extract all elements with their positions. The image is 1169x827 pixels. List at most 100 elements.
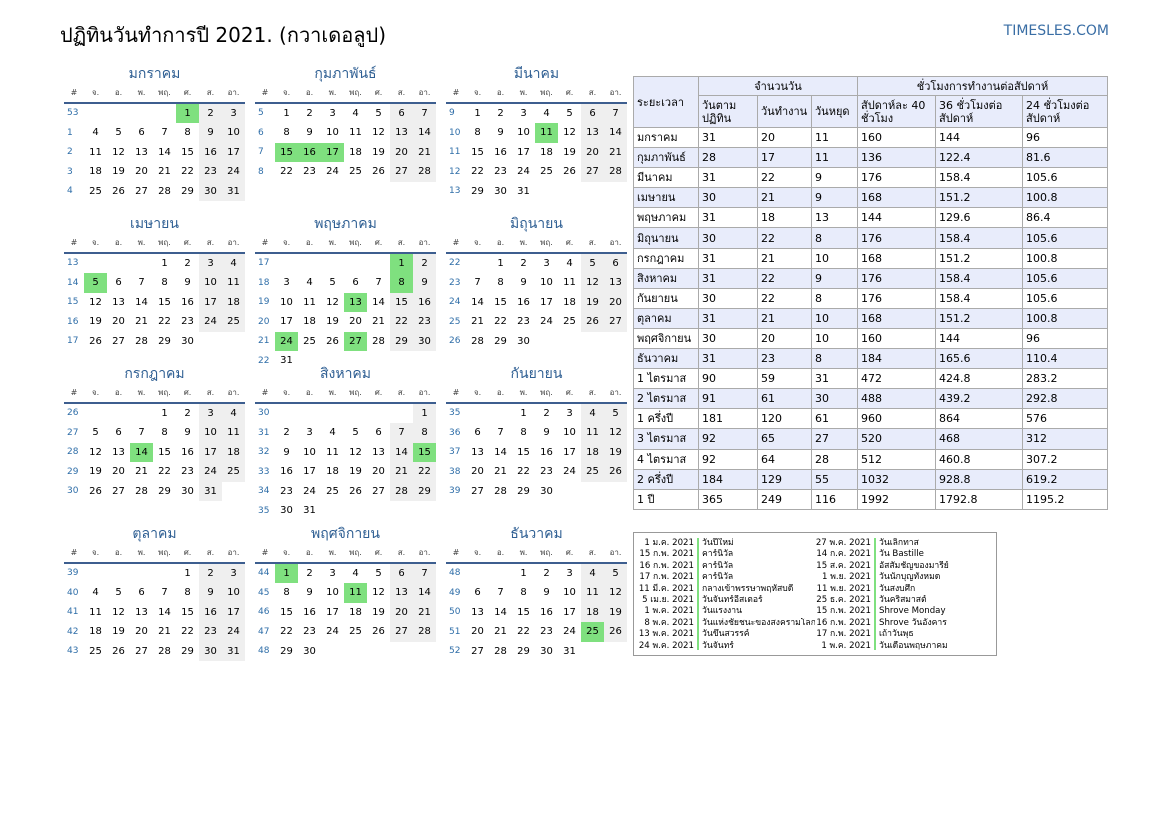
day-cell: 10 [563, 587, 576, 599]
day-cell: 28 [135, 485, 148, 497]
day-cell: 18 [581, 602, 604, 622]
day-cell: 12 [372, 127, 385, 139]
day-cell: 30 [494, 185, 507, 197]
weekday-header: พฤ. [535, 84, 558, 104]
day-cell: 25 [326, 485, 339, 497]
summary-row: พฤษภาคม 31 18 13 144 129.6 86.4 [633, 207, 1108, 229]
value-cell: 283.2 [1022, 368, 1108, 390]
value-cell: 28 [811, 448, 858, 470]
weekday-header: ส. [199, 234, 222, 254]
day-cell: 26 [604, 462, 627, 482]
day-cell: 17 [222, 602, 245, 622]
value-cell: 90 [698, 368, 758, 390]
day-cell: 4 [581, 403, 604, 423]
day-cell [130, 254, 153, 274]
value-cell: 31 [698, 348, 758, 370]
day-cell: 7 [497, 427, 504, 439]
weekday-header: อ. [298, 234, 321, 254]
holiday-name: วันแห่งชัยชนะของสงครามโลกครั้งที่สอง [702, 617, 815, 628]
summary-row: 1 ไตรมาส 90 59 31 472 424.8 283.2 [633, 368, 1108, 390]
day-cell: 6 [352, 277, 359, 289]
value-cell: 96 [1022, 327, 1108, 350]
period-cell: 1 ไตรมาส [633, 368, 699, 390]
weekday-header: # [255, 544, 275, 564]
week-number: 51 [449, 626, 461, 637]
day-cell: 29 [390, 331, 413, 351]
holiday-day-cell: 8 [390, 273, 413, 293]
day-cell: 29 [413, 481, 436, 501]
day-cell: 4 [352, 567, 359, 579]
weekday-header: พ. [321, 544, 344, 564]
holiday-item: 15 ก.พ. 2021 Shrove Monday [815, 606, 992, 618]
month-grid: # จ. อ. พ. พฤ. ศ. ส. อา. 53 1 2 3 1 4 5 6 7 8 9 10 2 11 12 13 14… [64, 84, 245, 201]
day-cell: 27 [112, 335, 125, 347]
day-cell: 26 [581, 312, 604, 332]
holiday-date: 1 พ.ย. 2021 [815, 572, 876, 584]
day-cell: 27 [390, 162, 413, 182]
value-cell: 30 [698, 227, 758, 249]
day-cell: 4 [306, 277, 313, 289]
day-cell: 3 [566, 407, 573, 419]
day-cell: 19 [604, 442, 627, 462]
day-cell: 24 [326, 166, 339, 178]
day-cell [604, 482, 627, 502]
week-number: 22 [258, 355, 270, 366]
months-grid: มกราคม # จ. อ. พ. พฤ. ศ. ส. อา. 53 1 2 3 1 4 5 6 7 8 9 10 2 11… [64, 64, 628, 664]
month-grid: # จ. อ. พ. พฤ. ศ. ส. อา. 26 1 2 3 4 27 5 6 7 8 9 10 11 28 12 13… [64, 384, 245, 501]
holiday-date: 27 พ.ค. 2021 [815, 538, 876, 550]
day-cell: 19 [89, 466, 102, 478]
day-cell: 2 [199, 563, 222, 583]
day-cell: 4 [92, 587, 99, 599]
weekday-header: พ. [130, 384, 153, 404]
value-cell: 20 [757, 327, 812, 350]
day-cell: 7 [497, 587, 504, 599]
value-cell: 151.2 [935, 307, 1023, 329]
week-number: 37 [449, 447, 461, 458]
weekday-header: # [255, 234, 275, 254]
day-cell: 28 [604, 162, 627, 182]
period-cell: 4 ไตรมาส [633, 448, 699, 470]
day-cell: 29 [471, 185, 484, 197]
month-block: กุมภาพันธ์ # จ. อ. พ. พฤ. ศ. ส. อา. 5 1 2 3 4 5 6 7 6 8 9 10… [255, 64, 436, 182]
day-cell: 21 [372, 316, 385, 328]
day-cell: 13 [581, 123, 604, 143]
period-cell: 2 ครึ่งปี [633, 468, 699, 490]
day-cell: 17 [199, 292, 222, 312]
weekday-header: ส. [581, 84, 604, 104]
value-cell: 176 [857, 227, 936, 249]
weekday-header: พฤ. [153, 544, 176, 564]
day-cell: 30 [199, 641, 222, 661]
day-cell: 20 [471, 626, 484, 638]
day-cell: 17 [540, 296, 553, 308]
week-number: 4 [67, 186, 73, 197]
page-title: ปฏิทินวันทำการปี 2021. (กวาเดอลูป) [60, 23, 387, 47]
day-cell: 28 [471, 335, 484, 347]
day-cell: 17 [563, 606, 576, 618]
day-cell: 14 [390, 442, 413, 462]
day-cell: 7 [138, 277, 145, 289]
value-cell: 10 [811, 247, 858, 269]
day-cell: 28 [413, 162, 436, 182]
day-cell: 28 [494, 485, 507, 497]
day-cell: 18 [349, 606, 362, 618]
weekday-header: อ. [107, 234, 130, 254]
weekday-header: ส. [390, 234, 413, 254]
day-cell [84, 564, 107, 584]
day-cell: 24 [222, 622, 245, 642]
day-cell: 1 [283, 107, 290, 119]
week-number: 14 [67, 277, 79, 288]
day-cell: 26 [372, 626, 385, 638]
site-link[interactable]: TIMESLES.COM [1003, 23, 1109, 39]
week-number: 5 [258, 108, 264, 119]
month-grid: # จ. อ. พ. พฤ. ศ. ส. อา. 22 1 2 3 4 5 6 23 7 8 9 10 11 12 13 24… [446, 234, 627, 351]
day-cell: 21 [494, 466, 507, 478]
week-number: 49 [449, 587, 461, 598]
day-cell [489, 404, 512, 424]
day-cell: 4 [222, 403, 245, 423]
holiday-day-cell: 11 [535, 123, 558, 143]
weekday-header: พฤ. [344, 384, 367, 404]
day-cell: 24 [563, 466, 576, 478]
day-cell: 7 [604, 103, 627, 123]
holiday-name: วันจันทร์ [702, 640, 734, 650]
day-cell: 5 [329, 277, 336, 289]
